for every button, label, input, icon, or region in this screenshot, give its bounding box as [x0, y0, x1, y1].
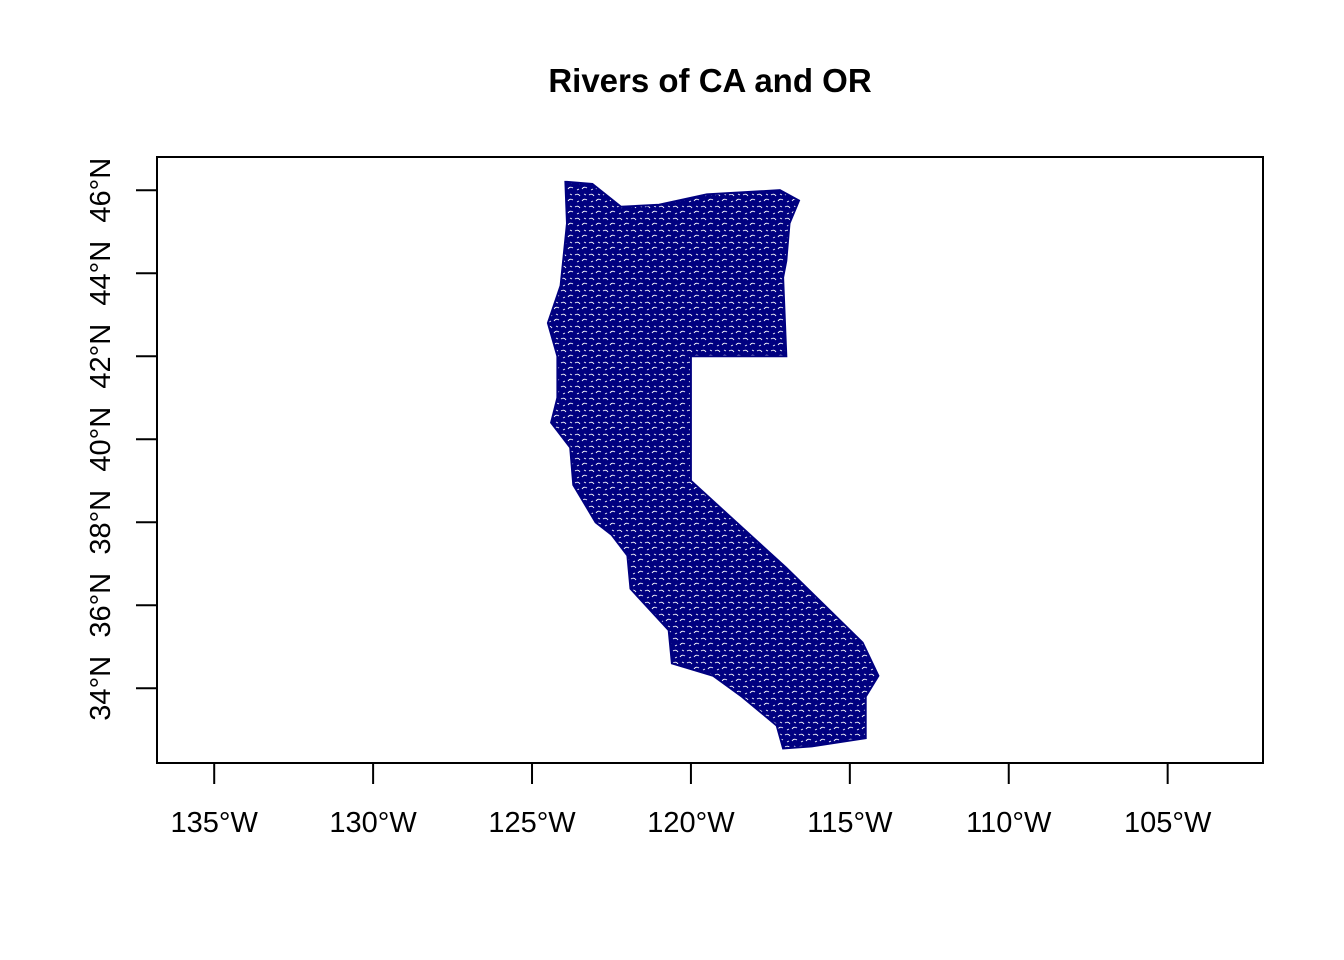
y-tick-label: 42°N — [85, 324, 117, 389]
y-tick-label: 46°N — [85, 158, 117, 223]
x-tick-label: 120°W — [647, 807, 735, 839]
y-tick-label: 40°N — [85, 407, 117, 472]
x-tick-label: 110°W — [966, 807, 1052, 839]
rivers-map — [546, 180, 880, 750]
y-tick-label: 34°N — [85, 656, 117, 721]
y-tick-label: 38°N — [85, 490, 117, 555]
y-axis: 34°N 36°N 38°N 40°N 42°N 44°N 46°N — [85, 158, 158, 721]
x-tick-label: 105°W — [1124, 807, 1212, 839]
chart-title: Rivers of CA and OR — [548, 62, 871, 99]
x-tick-label: 135°W — [171, 807, 259, 839]
ca-or-rivers-shape — [546, 180, 880, 750]
y-tick-label: 44°N — [85, 241, 117, 306]
x-tick-label: 125°W — [488, 807, 576, 839]
x-tick-label: 115°W — [807, 807, 893, 839]
x-tick-label: 130°W — [329, 807, 417, 839]
y-tick-label: 36°N — [85, 573, 117, 638]
x-axis: 135°W 130°W 125°W 120°W 115°W 110°W 105°W — [171, 762, 1212, 839]
